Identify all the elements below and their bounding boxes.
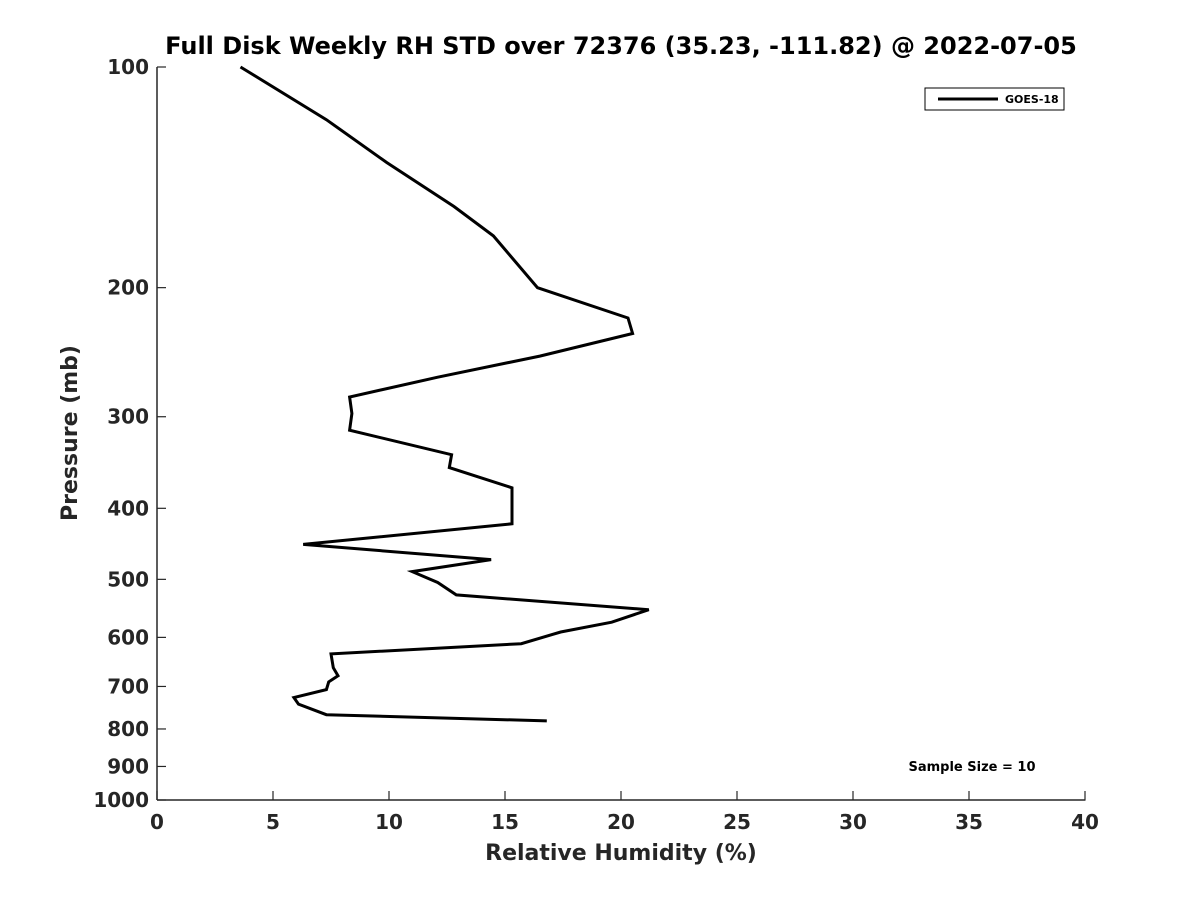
x-tick-label: 10 (375, 810, 403, 834)
y-tick-label: 800 (107, 717, 149, 741)
x-tick-label: 40 (1071, 810, 1099, 834)
y-tick-label: 400 (107, 496, 149, 520)
y-axis-label: Pressure (mb) (58, 345, 83, 521)
y-tick-label: 100 (107, 55, 149, 79)
legend: GOES-18 (924, 87, 1065, 111)
y-tick-label: 900 (107, 754, 149, 778)
legend-label: GOES-18 (1005, 93, 1059, 106)
x-tick-label: 25 (723, 810, 751, 834)
chart-title: Full Disk Weekly RH STD over 72376 (35.2… (165, 32, 1077, 60)
x-tick-label: 20 (607, 810, 635, 834)
x-axis-label: Relative Humidity (%) (485, 841, 757, 866)
x-tick-label: 5 (266, 810, 280, 834)
y-axis-ticks: 100 200 300 400 500 600 700 800 900 1000 (93, 55, 166, 812)
sample-size-annotation: Sample Size = 10 (908, 760, 1035, 775)
axes (156, 67, 1086, 801)
y-tick-label: 500 (107, 567, 149, 591)
x-axis-ticks: 0 5 10 15 20 25 30 35 40 (150, 791, 1099, 834)
x-tick-label: 15 (491, 810, 519, 834)
x-tick-label: 0 (150, 810, 164, 834)
series-layer (239, 65, 650, 723)
y-tick-label: 300 (107, 405, 149, 429)
series-line-goes-18 (239, 65, 650, 723)
y-tick-label: 700 (107, 674, 149, 698)
y-tick-label: 1000 (93, 788, 149, 812)
y-tick-label: 200 (107, 276, 149, 300)
x-tick-label: 30 (839, 810, 867, 834)
x-tick-label: 35 (955, 810, 983, 834)
y-tick-label: 600 (107, 625, 149, 649)
